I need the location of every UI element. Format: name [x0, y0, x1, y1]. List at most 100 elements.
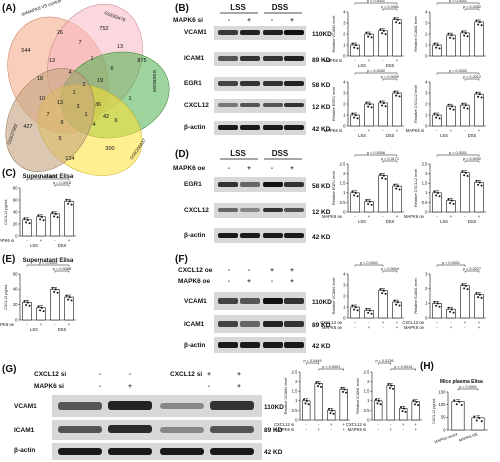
treatment-sign: + [402, 422, 405, 427]
y-tick-label: 1 [295, 398, 298, 403]
data-point [461, 102, 464, 105]
y-tick-label: 40 [13, 287, 18, 292]
blot-band [58, 426, 102, 433]
treatment-sign: + [396, 58, 399, 63]
venn-count: 5 [58, 136, 61, 142]
bar [364, 201, 374, 213]
treatment-sign: - [436, 320, 438, 325]
y-tick-label: 0 [425, 123, 428, 128]
blot-row-label: EGR1 [184, 181, 202, 188]
blot-f-row: ICAM1 89 KD [184, 315, 331, 333]
data-point [463, 106, 466, 109]
y-tick-label: 4 [343, 271, 346, 276]
p-value-label: p = 0.0368 [53, 267, 71, 271]
blot-f-row: VCAM1 110KD [184, 292, 332, 310]
y-tick-label: 2 [425, 171, 428, 176]
significance-bracket [354, 154, 398, 157]
treatment-sign: + [368, 128, 371, 133]
p-value-label: p = 0.0452 [463, 5, 481, 9]
data-point [452, 311, 455, 314]
bar [460, 172, 470, 213]
bar [339, 388, 348, 421]
data-point [53, 290, 56, 293]
p-value-label: p = 0.0092 [463, 157, 481, 161]
data-point [458, 400, 461, 403]
data-point [393, 17, 396, 20]
data-point [464, 284, 467, 287]
data-point [381, 292, 384, 295]
y-tick-label: 1 [425, 190, 428, 195]
blot-f-sign: + [270, 267, 274, 274]
blot-f-sign: + [290, 267, 294, 274]
bar [474, 93, 484, 127]
p-value-label: p < 0.0001 [459, 385, 477, 389]
data-point [438, 117, 441, 120]
y-axis-label: CXCL12 pg/mL [432, 398, 436, 424]
data-point [39, 309, 42, 312]
y-axis-label: Relative CXCL12 level [414, 85, 418, 123]
y-tick-label: 150 [439, 389, 447, 394]
blot-band [108, 425, 152, 433]
y-tick-label: 2.5 [292, 369, 298, 374]
blot-f-sign: - [228, 278, 230, 285]
data-point [447, 198, 450, 201]
venn-count: 13 [57, 100, 63, 106]
venn-count: 8 [60, 120, 63, 126]
blot-kd-label: 89 KD [264, 427, 283, 434]
data-point [478, 93, 481, 96]
data-point [480, 184, 483, 187]
treatment-sign: - [306, 422, 308, 427]
treatment-sign: + [343, 422, 346, 427]
blot-row-label: VCAM1 [184, 298, 207, 305]
data-point [387, 383, 390, 386]
blot-band [284, 81, 304, 86]
y-tick-label: 3 [343, 282, 346, 287]
blot-row-label: CXCL12 [184, 102, 209, 109]
treatment-label: MAPK6 oe [404, 325, 425, 330]
data-point [384, 33, 387, 36]
y-tick-label: 0 [425, 209, 428, 214]
data-point [381, 177, 384, 180]
data-point [478, 293, 481, 296]
y-tick-label: 2 [425, 286, 428, 291]
blot-band [284, 298, 304, 304]
blot-g-treatment-label: CXCL12 si [34, 371, 66, 378]
data-point [351, 42, 354, 45]
significance-bracket [457, 388, 479, 391]
data-point [398, 188, 401, 191]
data-point [53, 215, 56, 218]
data-point [463, 34, 466, 37]
venn-count: 134 [65, 156, 74, 162]
data-point [23, 299, 26, 302]
data-point [376, 402, 379, 405]
data-point [354, 192, 357, 194]
y-tick-label: 3 [425, 90, 428, 95]
treatment-sign: - [436, 214, 438, 219]
data-point [450, 199, 453, 202]
significance-bracket [378, 362, 391, 365]
significance-bracket [436, 264, 466, 267]
y-tick-label: 0.5 [340, 200, 346, 205]
y-tick-label: 1 [343, 304, 346, 309]
blot-band [240, 103, 260, 107]
blot-f-row: β-actin 42 KD [184, 337, 331, 353]
data-point [356, 47, 359, 50]
blot-membrane [52, 420, 262, 440]
panel-b-letter: (B) [175, 3, 189, 14]
x-group-label: DSS [386, 133, 395, 138]
treatment-label: MAPK6 si [324, 58, 342, 63]
data-point [390, 384, 393, 387]
p-value-label: p < 0.0001 [367, 0, 385, 3]
blot-b-lane-sign: - [271, 17, 273, 24]
data-point [39, 218, 42, 221]
y-axis-label: Relative ICAM1 level [414, 278, 418, 313]
blot-band [284, 103, 304, 107]
treatment-sign: - [403, 427, 405, 432]
treatment-sign: + [478, 320, 481, 325]
blot-kd-label: 89 KD [312, 57, 331, 64]
data-point [315, 381, 318, 384]
data-point [404, 410, 407, 413]
data-point [354, 306, 357, 309]
panel-f-letter: (F) [175, 254, 188, 265]
